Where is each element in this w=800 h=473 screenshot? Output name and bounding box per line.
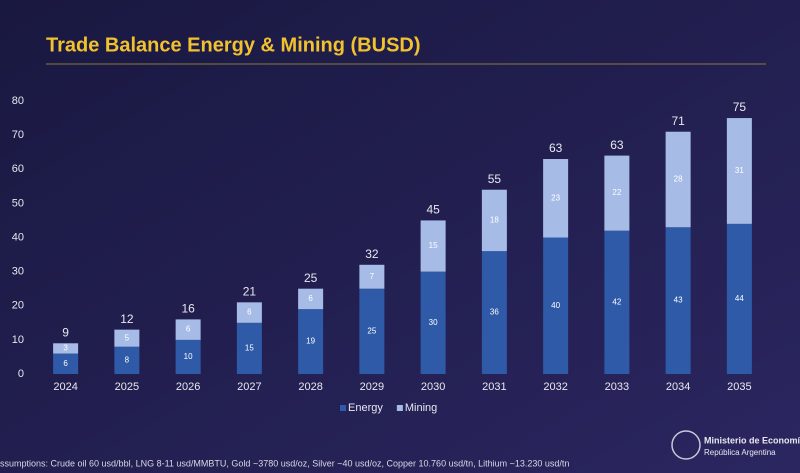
value-label: 40 — [551, 301, 560, 310]
total-label: 63 — [549, 141, 563, 155]
value-label: 6 — [308, 294, 313, 303]
total-label: 16 — [181, 302, 195, 316]
x-tick-label: 2028 — [298, 381, 322, 393]
bar-segment — [604, 230, 630, 374]
x-tick-label: 2030 — [421, 381, 445, 393]
value-label: 19 — [306, 337, 315, 346]
y-tick-label: 30 — [12, 266, 24, 278]
value-label: 15 — [429, 241, 438, 250]
legend-swatch — [396, 405, 403, 411]
chart-title: Trade Balance Energy & Mining (BUSD) — [46, 34, 421, 56]
x-tick-label: 2032 — [543, 381, 567, 393]
legend-swatch — [340, 405, 346, 411]
bar-segment — [53, 353, 79, 374]
value-label: 31 — [735, 166, 744, 175]
bar-segment — [175, 319, 201, 340]
legend-label: Mining — [405, 402, 437, 414]
bar-segment — [359, 288, 385, 374]
value-label: 15 — [245, 344, 254, 353]
logo-text: República Argentina — [704, 448, 776, 457]
value-label: 42 — [612, 297, 621, 306]
value-label: 8 — [125, 355, 130, 364]
value-label: 3 — [63, 344, 68, 353]
bar-segment — [604, 155, 630, 231]
value-label: 28 — [674, 175, 683, 184]
x-tick-label: 2035 — [727, 381, 751, 393]
total-label: 75 — [733, 100, 747, 114]
value-label: 25 — [367, 326, 376, 335]
x-tick-label: 2026 — [176, 381, 200, 393]
total-label: 45 — [426, 203, 440, 217]
value-label: 6 — [247, 308, 252, 317]
bar-segment — [665, 131, 691, 228]
total-label: 12 — [120, 312, 134, 326]
x-tick-label: 2029 — [360, 381, 384, 393]
x-tick-label: 2024 — [53, 381, 77, 393]
value-label: 7 — [370, 272, 375, 281]
legend-label: Energy — [348, 402, 383, 414]
bar-segment — [236, 302, 262, 323]
total-label: 55 — [488, 172, 502, 186]
bar-segment — [543, 237, 569, 374]
y-tick-label: 40 — [12, 231, 24, 243]
bar-segment — [175, 339, 201, 374]
bar-segment — [420, 220, 446, 272]
value-label: 43 — [674, 296, 683, 305]
y-tick-label: 0 — [18, 368, 24, 380]
value-label: 10 — [184, 352, 193, 361]
x-tick-label: 2031 — [482, 381, 506, 393]
logo: Ministerio de Economía República Argenti… — [671, 430, 800, 460]
value-label: 18 — [490, 216, 499, 225]
x-tick-label: 2034 — [666, 381, 690, 393]
value-label: 6 — [186, 325, 191, 334]
bar-segment — [726, 118, 752, 224]
bar-segment — [726, 223, 752, 374]
total-label: 71 — [671, 114, 685, 128]
x-tick-label: 2027 — [237, 381, 261, 393]
total-label: 21 — [243, 285, 257, 299]
value-label: 5 — [125, 333, 130, 342]
y-tick-label: 50 — [12, 197, 24, 209]
value-label: 6 — [63, 359, 68, 368]
bar-segment — [420, 271, 446, 374]
bar-segment — [481, 189, 507, 252]
total-label: 25 — [304, 271, 318, 285]
y-tick-label: 70 — [12, 129, 24, 141]
logo-text: Ministerio de Economía — [704, 435, 800, 445]
y-tick-label: 60 — [12, 163, 24, 175]
value-label: 30 — [429, 318, 438, 327]
bar-segment — [236, 322, 262, 374]
total-label: 63 — [610, 138, 624, 152]
x-tick-label: 2033 — [605, 381, 629, 393]
bar-segment — [298, 288, 324, 310]
footnote: ssumptions: Crude oil 60 usd/bbl, LNG 8-… — [0, 458, 569, 468]
value-label: 44 — [735, 294, 744, 303]
y-tick-label: 10 — [12, 334, 24, 346]
logo-emblem — [671, 430, 701, 460]
y-tick-label: 80 — [12, 95, 24, 107]
y-tick-label: 20 — [12, 300, 24, 312]
total-label: 9 — [62, 325, 69, 339]
bar-segment — [481, 251, 507, 374]
bar-segment — [359, 264, 385, 289]
bar-segment — [543, 159, 569, 238]
value-label: 22 — [612, 188, 621, 197]
value-label: 23 — [551, 193, 560, 202]
x-tick-label: 2025 — [115, 381, 139, 393]
total-label: 32 — [365, 247, 379, 261]
bar-segment — [665, 227, 691, 374]
bar-segment — [298, 309, 324, 374]
bar-segment — [114, 346, 140, 374]
value-label: 36 — [490, 308, 499, 317]
bar-segment — [53, 343, 79, 354]
bar-segment — [114, 329, 140, 347]
